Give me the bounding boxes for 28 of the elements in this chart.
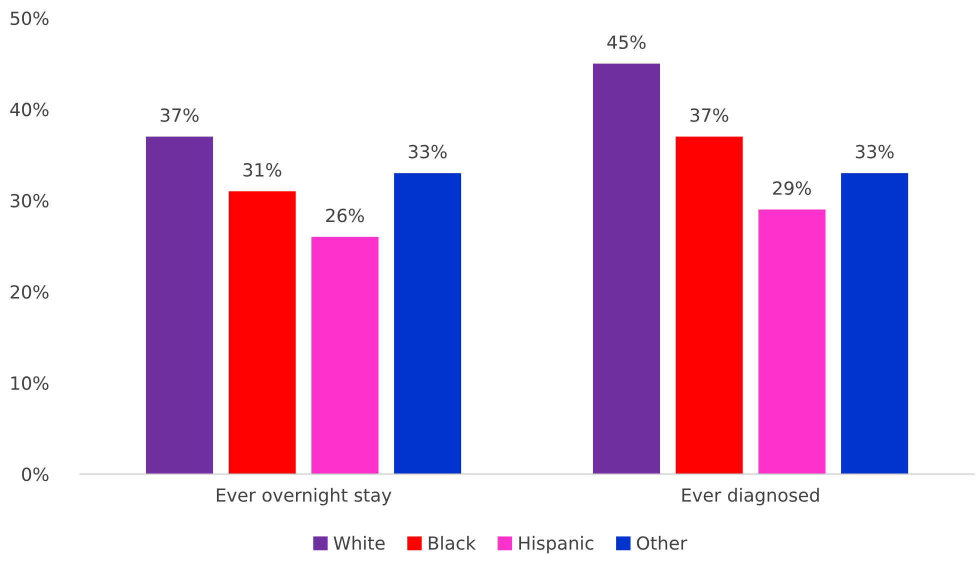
- data-label: 26%: [326, 208, 364, 222]
- y-tick-label: 40%: [10, 102, 48, 116]
- data-label: 33%: [856, 144, 894, 158]
- y-tick-label: 50%: [10, 11, 48, 26]
- bar: [592, 64, 660, 474]
- legend-label: White: [334, 536, 385, 550]
- data-label: 37%: [690, 108, 728, 122]
- bar: [841, 173, 908, 474]
- y-tick-label: 0%: [22, 468, 48, 482]
- legend-label: Black: [428, 536, 476, 550]
- data-label: 29%: [773, 181, 811, 195]
- x-tick-label: Ever overnight stay: [216, 488, 392, 506]
- legend-label: Hispanic: [519, 536, 594, 554]
- data-label: 37%: [160, 108, 199, 122]
- data-label: 33%: [408, 144, 447, 158]
- bar: [311, 236, 378, 474]
- x-tick-label: Ever diagnosed: [682, 488, 819, 506]
- bar: [146, 136, 214, 474]
- legend-label: Other: [636, 536, 688, 550]
- bar: [394, 173, 462, 474]
- y-tick-label: 20%: [10, 285, 48, 299]
- y-tick-label: 10%: [11, 376, 48, 390]
- bar: [228, 191, 296, 474]
- bar: [676, 136, 743, 474]
- y-tick-label: 30%: [10, 194, 48, 208]
- bar: [758, 210, 826, 474]
- data-label: 31%: [244, 163, 282, 177]
- data-label: 45%: [607, 35, 646, 50]
